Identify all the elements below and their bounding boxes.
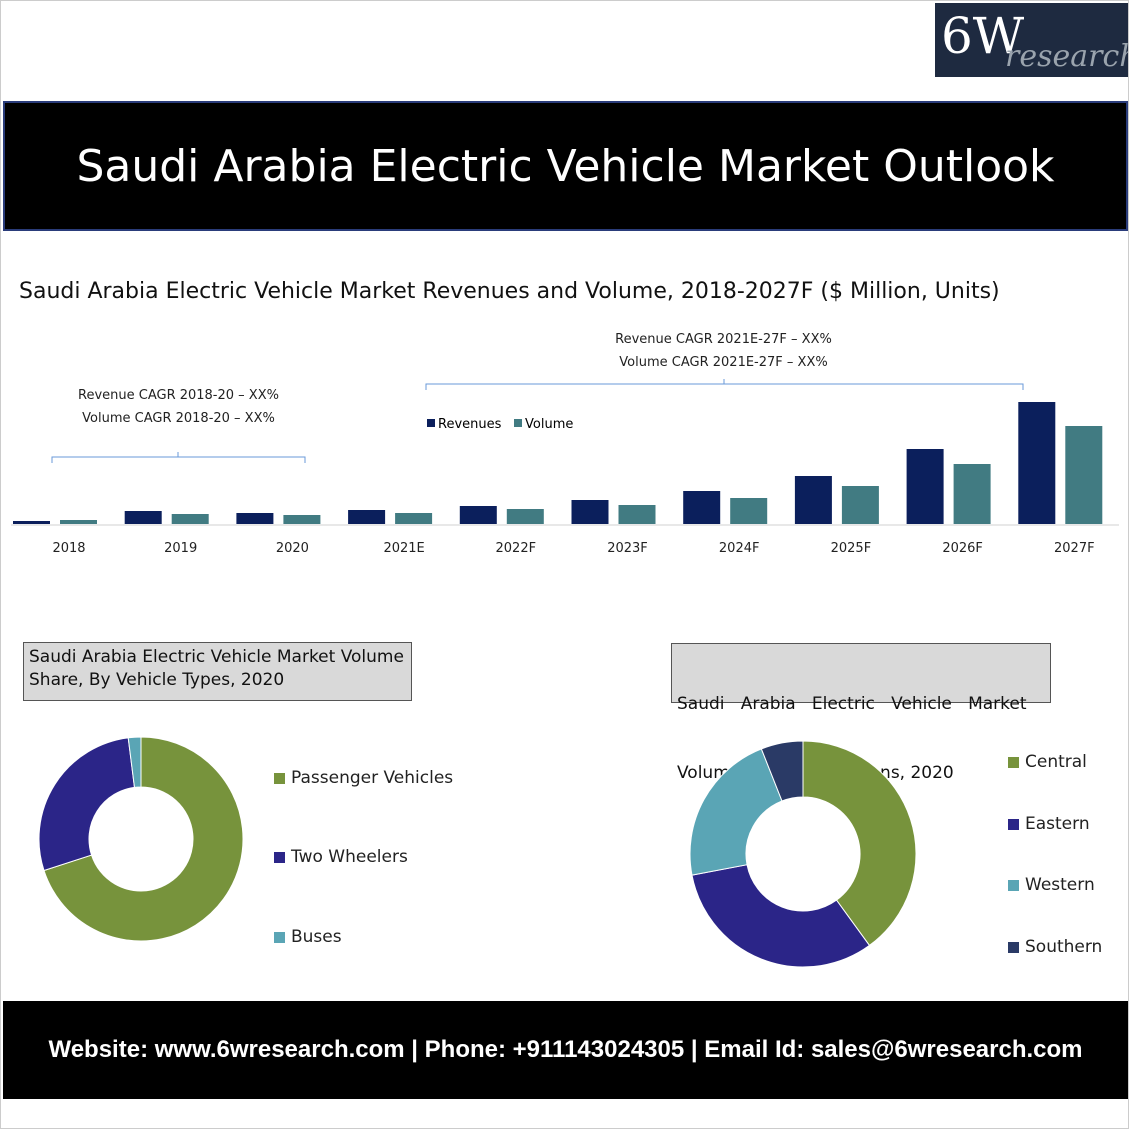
bar-revenues-2019 bbox=[124, 511, 162, 524]
slice-two-wheelers bbox=[38, 737, 136, 872]
legend-label: Passenger Vehicles bbox=[291, 768, 454, 788]
vehicle-type-donut bbox=[38, 736, 244, 942]
x-tick-label: 2019 bbox=[164, 541, 197, 556]
bar-revenues-2022F bbox=[459, 506, 497, 524]
annotation-right: Revenue CAGR 2021E-27F – XX% Volume CAGR… bbox=[561, 328, 886, 374]
legend-southern: Southern bbox=[1008, 937, 1102, 957]
legend-western: Western bbox=[1008, 875, 1095, 895]
legend-revenues: Revenues bbox=[438, 417, 502, 432]
x-tick-label: 2023F bbox=[607, 541, 648, 556]
legend-swatch bbox=[274, 851, 285, 863]
bar-revenues-2025F bbox=[794, 476, 832, 524]
bar-volume-2019 bbox=[171, 514, 209, 524]
legend-eastern: Eastern bbox=[1008, 814, 1090, 834]
x-tick-label: 2022F bbox=[496, 541, 537, 556]
bar-revenues-2023F bbox=[571, 500, 609, 524]
annotation-right-revenue: Revenue CAGR 2021E-27F – XX% bbox=[615, 332, 832, 347]
annotation-left-revenue: Revenue CAGR 2018-20 – XX% bbox=[78, 388, 279, 403]
slice-eastern bbox=[691, 864, 871, 968]
logo-main: 6W bbox=[941, 7, 1025, 65]
region-donut bbox=[689, 740, 917, 968]
bar-volume-2023F bbox=[618, 505, 656, 524]
vehicle-type-title-line1: Saudi Arabia Electric Vehicle Market Vol… bbox=[29, 647, 404, 667]
slice-buses bbox=[127, 736, 142, 788]
bracket-right bbox=[425, 379, 1024, 390]
footer-contact: Website: www.6wresearch.com | Phone: +91… bbox=[3, 1001, 1128, 1099]
bar-revenues-2026F bbox=[906, 449, 944, 524]
slice-southern bbox=[760, 740, 804, 802]
legend-label: Southern bbox=[1025, 937, 1103, 957]
vehicle-type-title-line2: Share, By Vehicle Types, 2020 bbox=[29, 670, 285, 690]
bar-volume-2018 bbox=[60, 520, 97, 524]
legend-label: Central bbox=[1025, 752, 1087, 772]
legend-swatch bbox=[1008, 879, 1019, 891]
bar-revenues-2024F bbox=[683, 491, 721, 524]
slice-central bbox=[802, 740, 917, 947]
bar-revenues-2021E bbox=[348, 510, 386, 524]
page-title: Saudi Arabia Electric Vehicle Market Out… bbox=[3, 101, 1128, 231]
bar-chart: Revenues Volume 2018 2019 2020 2021E 2022F 20… bbox=[11, 379, 1119, 556]
bar-revenues-2018 bbox=[13, 521, 50, 524]
logo-sub: research bbox=[1005, 39, 1129, 74]
x-tick-label: 2024F bbox=[719, 541, 760, 556]
legend-swatch bbox=[274, 772, 285, 784]
x-tick-label: 2018 bbox=[52, 541, 85, 556]
legend-label: Western bbox=[1025, 875, 1095, 895]
legend-swatch bbox=[1008, 941, 1019, 953]
annotation-left-volume: Volume CAGR 2018-20 – XX% bbox=[82, 411, 275, 426]
annotation-left: Revenue CAGR 2018-20 – XX% Volume CAGR 2… bbox=[41, 384, 316, 430]
legend-swatch bbox=[274, 931, 285, 943]
legend-volume: Volume bbox=[525, 417, 573, 432]
bar-volume-2027F bbox=[1065, 426, 1103, 524]
legend-swatch bbox=[1008, 756, 1019, 768]
bar-volume-2026F bbox=[953, 464, 991, 524]
legend-central: Central bbox=[1008, 752, 1087, 772]
bar-volume-2024F bbox=[730, 498, 768, 524]
legend-buses: Buses bbox=[274, 927, 342, 947]
bar-volume-2022F bbox=[506, 509, 544, 524]
legend-passenger-vehicles: Passenger Vehicles bbox=[274, 768, 453, 788]
slice-western bbox=[689, 748, 783, 876]
x-tick-label: 2020 bbox=[276, 541, 309, 556]
bar-chart-title: Saudi Arabia Electric Vehicle Market Rev… bbox=[19, 279, 1000, 304]
x-tick-label: 2027F bbox=[1054, 541, 1095, 556]
region-title-line1: Saudi Arabia Electric Vehicle Market bbox=[677, 694, 1027, 714]
bar-revenues-2020 bbox=[236, 513, 274, 524]
annotation-right-volume: Volume CAGR 2021E-27F – XX% bbox=[619, 355, 828, 370]
legend-two-wheelers: Two Wheelers bbox=[274, 847, 408, 867]
bar-volume-2020 bbox=[283, 515, 321, 524]
x-tick-label: 2026F bbox=[942, 541, 983, 556]
logo: 6W research bbox=[935, 3, 1128, 77]
slice-passenger-vehicles bbox=[43, 736, 244, 942]
legend-swatch-volume bbox=[514, 419, 522, 427]
legend-label: Eastern bbox=[1025, 814, 1090, 834]
bar-revenues-2027F bbox=[1018, 402, 1056, 524]
legend-swatch-revenues bbox=[427, 419, 435, 427]
region-chart-title: Saudi Arabia Electric Vehicle Market Vol… bbox=[671, 643, 1051, 783]
legend-label: Buses bbox=[291, 927, 342, 947]
bracket-left bbox=[51, 452, 306, 463]
bar-volume-2021E bbox=[395, 513, 433, 524]
legend-label: Two Wheelers bbox=[291, 847, 408, 867]
x-tick-label: 2025F bbox=[831, 541, 872, 556]
bar-volume-2025F bbox=[841, 486, 879, 524]
legend-swatch bbox=[1008, 818, 1019, 830]
x-tick-label: 2021E bbox=[383, 541, 424, 556]
vehicle-type-chart-title: Saudi Arabia Electric Vehicle Market Vol… bbox=[23, 642, 412, 701]
